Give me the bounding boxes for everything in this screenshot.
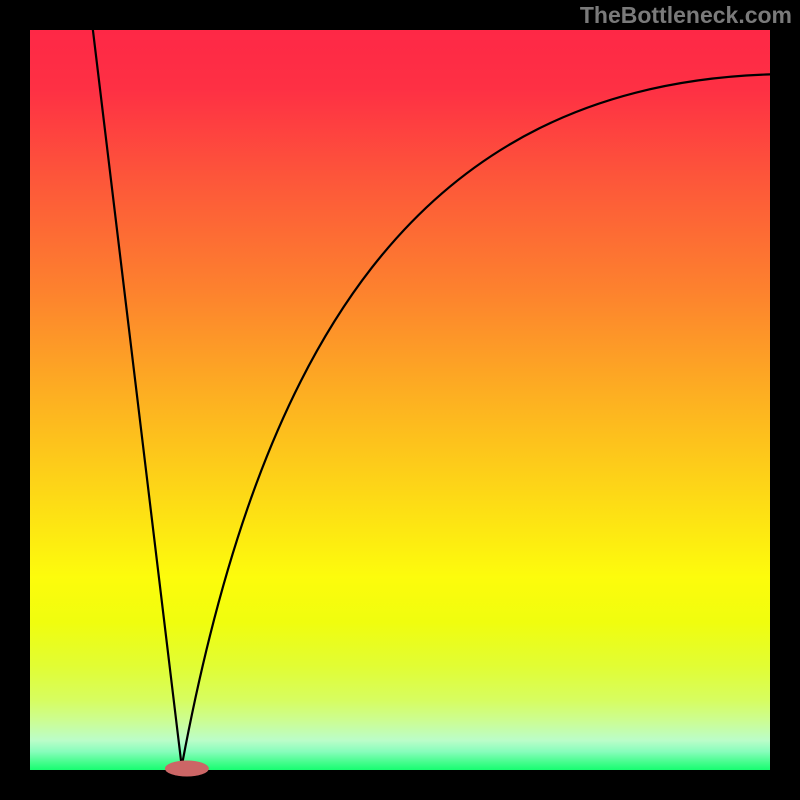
optimal-marker bbox=[165, 761, 209, 777]
chart-background bbox=[30, 30, 770, 770]
heatmap-chart bbox=[0, 0, 800, 800]
watermark-text: TheBottleneck.com bbox=[580, 2, 792, 29]
